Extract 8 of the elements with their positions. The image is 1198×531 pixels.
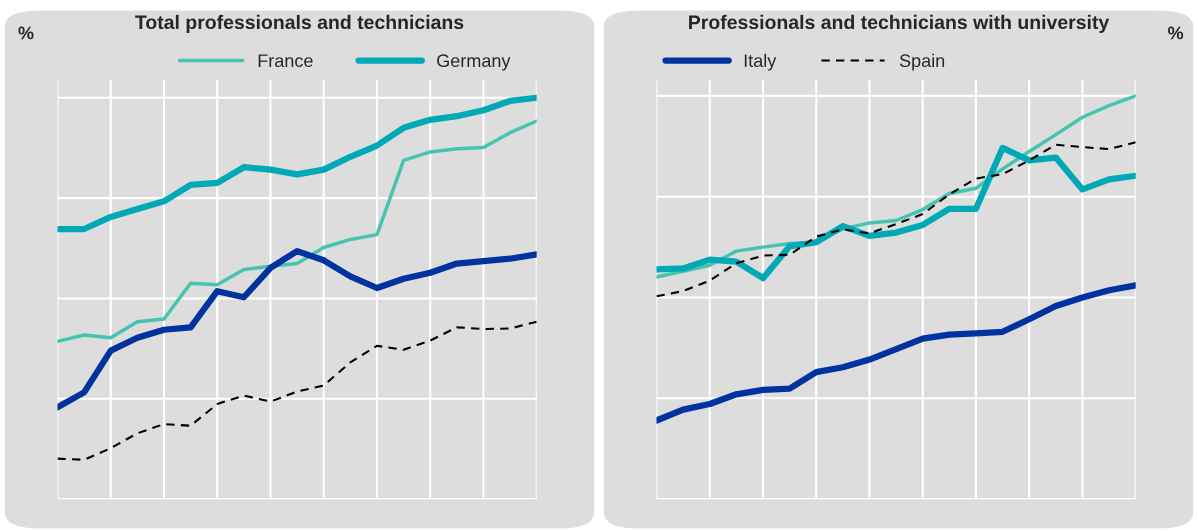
y-axis-title: % xyxy=(18,26,34,40)
y2-axis-title: % xyxy=(1168,26,1184,40)
legend-label: Spain xyxy=(899,53,945,71)
chart-title: Total professionals and technicians xyxy=(135,14,464,33)
legend-label: France xyxy=(258,54,313,68)
chart-title: Professionals and technicians with university xyxy=(689,14,1110,33)
legend-label: Germany xyxy=(437,54,511,71)
legend-label: Italy xyxy=(744,53,777,71)
